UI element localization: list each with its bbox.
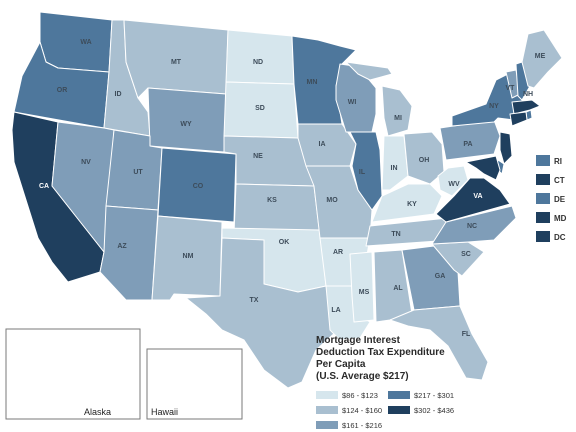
small-state-label-de: DE xyxy=(554,195,566,204)
small-state-swatch-ri xyxy=(536,155,550,166)
state-nc xyxy=(431,205,517,245)
legend-bin-label: $161 - $216 xyxy=(342,421,382,430)
state-label-or: OR xyxy=(57,87,68,94)
small-state-swatch-md xyxy=(536,212,550,223)
state-nj xyxy=(499,131,513,165)
state-label-wv: WV xyxy=(448,181,460,188)
state-wv xyxy=(437,165,469,197)
state-in xyxy=(381,135,409,191)
small-state-label-ct: CT xyxy=(554,176,565,185)
hawaii-inset: Hawaii xyxy=(146,348,243,420)
state-label-mt: MT xyxy=(171,59,182,66)
state-label-ca: CA xyxy=(39,183,49,190)
legend-bin-label: $217 - $301 xyxy=(414,391,454,400)
state-label-mn: MN xyxy=(307,79,318,86)
state-label-il: IL xyxy=(359,169,366,176)
state-az xyxy=(99,205,159,301)
state-label-in: IN xyxy=(391,165,398,172)
state-label-mo: MO xyxy=(326,197,338,204)
state-label-nc: NC xyxy=(467,223,477,230)
state-label-tx: TX xyxy=(250,297,259,304)
state-ct xyxy=(509,111,528,127)
state-mi xyxy=(345,61,413,137)
state-label-va: VA xyxy=(473,193,482,200)
state-label-oh: OH xyxy=(419,157,430,164)
state-label-wa: WA xyxy=(80,39,91,46)
state-label-nm: NM xyxy=(183,253,194,260)
state-label-pa: PA xyxy=(463,141,472,148)
state-label-ms: MS xyxy=(359,289,370,296)
legend-swatch xyxy=(388,391,410,399)
state-il xyxy=(349,131,383,211)
state-label-ny: NY xyxy=(489,103,499,110)
small-state-swatch-ct xyxy=(536,174,550,185)
small-state-swatch-dc xyxy=(536,231,550,242)
legend-swatch xyxy=(316,391,338,399)
hawaii-inset-label: Hawaii xyxy=(151,407,178,417)
state-label-me: ME xyxy=(535,53,546,60)
state-label-ok: OK xyxy=(279,239,290,246)
state-label-co: CO xyxy=(193,183,204,190)
state-nd xyxy=(225,29,295,85)
state-label-al: AL xyxy=(393,285,403,292)
state-label-nh: NH xyxy=(523,91,533,98)
state-ms xyxy=(349,251,375,323)
state-va xyxy=(435,177,511,223)
state-label-la: LA xyxy=(331,307,340,314)
state-label-tn: TN xyxy=(391,231,400,238)
state-tx xyxy=(185,237,339,389)
state-label-nv: NV xyxy=(81,159,91,166)
state-fl xyxy=(389,305,489,381)
state-wa xyxy=(39,11,113,73)
legend: Mortgage Interest Deduction Tax Expendit… xyxy=(316,335,454,430)
legend-title-line-4: (U.S. Average $217) xyxy=(316,371,409,382)
state-label-ks: KS xyxy=(267,197,277,204)
state-label-mi: MI xyxy=(394,115,402,122)
alaska-inset: Alaska xyxy=(5,328,141,420)
legend-bin-label: $124 - $160 xyxy=(342,406,382,415)
state-ma xyxy=(511,99,541,115)
legend-title-line-2: Deduction Tax Expenditure xyxy=(316,347,445,358)
state-label-id: ID xyxy=(115,91,122,98)
small-state-swatch-de xyxy=(536,193,550,204)
state-nm xyxy=(151,215,223,301)
legend-bin-label: $86 - $123 xyxy=(342,391,378,400)
state-mo xyxy=(305,165,373,239)
state-shapes xyxy=(11,11,563,409)
legend-swatch xyxy=(316,421,338,429)
state-label-ia: IA xyxy=(319,141,326,148)
state-me xyxy=(521,29,563,89)
legend-swatch xyxy=(388,406,410,414)
state-label-fl: FL xyxy=(462,331,471,338)
legend-bin-label: $302 - $436 xyxy=(414,406,454,415)
state-label-ga: GA xyxy=(435,273,446,280)
state-label-nd: ND xyxy=(253,59,263,66)
legend-bins: $86 - $123 $124 - $160 $161 - $216 $217 - $… xyxy=(316,391,454,430)
state-ky xyxy=(371,183,443,223)
state-label-vt: VT xyxy=(506,85,516,92)
state-label-wy: WY xyxy=(180,121,192,128)
state-nh xyxy=(515,61,531,101)
state-label-wi: WI xyxy=(348,99,357,106)
state-label-ky: KY xyxy=(407,201,417,208)
state-label-sd: SD xyxy=(255,105,265,112)
state-labels: WA OR CA ID NV MT WY UT AZ CO NM ND SD NE KS OK TX MN IA MO… xyxy=(39,39,546,374)
state-ga xyxy=(401,245,461,311)
state-label-sc: SC xyxy=(461,251,471,258)
legend-title-line-1: Mortgage Interest xyxy=(316,335,401,346)
small-state-label-dc: DC xyxy=(554,233,566,242)
alaska-inset-label: Alaska xyxy=(84,407,111,417)
state-label-az: AZ xyxy=(117,243,127,250)
legend-title-line-3: Per Capita xyxy=(316,359,366,370)
state-label-ar: AR xyxy=(333,249,343,256)
state-label-ne: NE xyxy=(253,153,263,160)
small-states-key: RI CT DE MD DC xyxy=(536,155,567,242)
legend-swatch xyxy=(316,406,338,414)
small-state-label-ri: RI xyxy=(554,157,562,166)
small-state-label-md: MD xyxy=(554,214,567,223)
state-label-ut: UT xyxy=(133,169,143,176)
state-md xyxy=(465,155,501,181)
